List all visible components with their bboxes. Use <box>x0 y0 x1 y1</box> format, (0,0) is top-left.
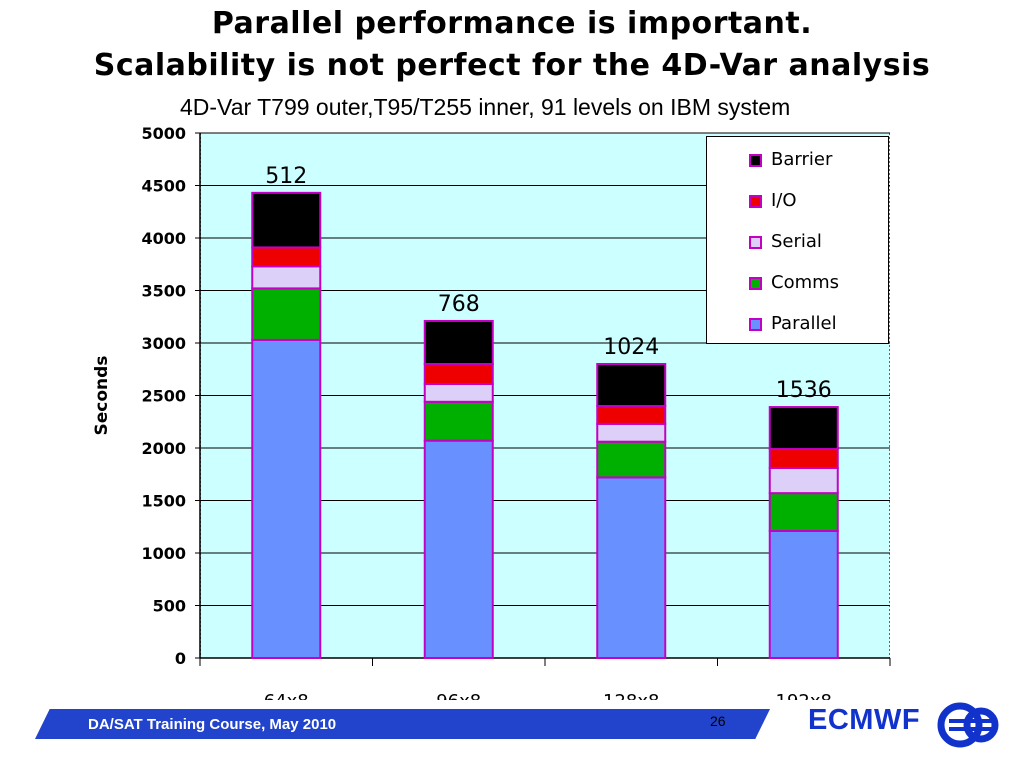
footer-course-text: DA/SAT Training Course, May 2010 <box>88 716 337 733</box>
x-tick-label: 192x8 <box>776 691 832 700</box>
bar-segment-comms <box>768 492 839 532</box>
bar-segment-io <box>423 363 494 385</box>
bar-segment-serial <box>768 466 839 495</box>
bar-segment-io <box>251 246 322 268</box>
x-tick-label: 64x8 <box>264 691 309 700</box>
bar-total-label: 1536 <box>776 378 832 403</box>
y-tick-label: 1500 <box>141 492 186 511</box>
bar-segment-serial <box>423 382 494 403</box>
y-tick-label: 3000 <box>141 334 186 353</box>
bar-segment-serial <box>596 422 667 443</box>
bar-segment-barrier <box>768 406 839 451</box>
page-number: 26 <box>710 713 726 729</box>
ecmwf-logo-icon <box>937 702 999 748</box>
bar-segment-comms <box>251 287 322 341</box>
bar-segment-parallel <box>768 529 839 660</box>
bar-segment-parallel <box>423 439 494 659</box>
ecmwf-logo-text: ECMWF <box>808 704 921 736</box>
bar-total-label: 768 <box>438 292 480 317</box>
y-tick-label: 500 <box>153 597 186 616</box>
legend-label: Parallel <box>771 313 837 334</box>
slide-title-line2: Scalability is not perfect for the 4D-Va… <box>93 48 931 83</box>
slide-title-line1: Parallel performance is important. <box>211 6 813 41</box>
x-tick-label: 128x8 <box>603 691 659 700</box>
bar-segment-serial <box>251 265 322 290</box>
y-tick-label: 4500 <box>141 177 186 196</box>
legend-swatch <box>749 318 762 331</box>
legend-label: I/O <box>771 190 797 211</box>
y-tick-label: 2500 <box>141 387 186 406</box>
legend-label: Comms <box>771 272 840 293</box>
y-tick-label: 5000 <box>141 124 186 143</box>
y-tick-label: 3500 <box>141 282 186 301</box>
bar-segment-barrier <box>251 191 322 249</box>
legend-label: Barrier <box>771 149 833 170</box>
y-tick-label: 1000 <box>141 544 186 563</box>
bar-total-label: 1024 <box>603 335 659 360</box>
legend-label: Serial <box>771 231 822 252</box>
bar-segment-parallel <box>251 338 322 659</box>
bar-segment-parallel <box>596 476 667 659</box>
legend-swatch <box>749 277 762 290</box>
y-tick-label: 2000 <box>141 439 186 458</box>
chart-legend: Barrier I/O Serial Comms Parallel <box>706 136 889 344</box>
bar-segment-io <box>596 405 667 425</box>
y-tick-label: 4000 <box>141 229 186 248</box>
footer-bar <box>35 709 770 739</box>
y-axis-label: Seconds <box>92 356 112 436</box>
y-tick-label: 0 <box>175 649 186 668</box>
legend-swatch <box>749 195 762 208</box>
bar-segment-comms <box>423 400 494 442</box>
legend-swatch <box>749 236 762 249</box>
bar-total-label: 512 <box>265 164 307 189</box>
bar-segment-comms <box>596 440 667 479</box>
bar-segment-barrier <box>596 363 667 407</box>
bar-segment-io <box>768 448 839 469</box>
bar-segment-barrier <box>423 319 494 366</box>
stacked-bar-chart: 0 500 1000 1500 2000 2500 3000 3500 4000 4500 5000… <box>92 124 891 700</box>
legend-swatch <box>749 154 762 167</box>
chart-subtitle: 4D-Var T799 outer,T95/T255 inner, 91 lev… <box>180 94 791 120</box>
x-tick-label: 96x8 <box>436 691 481 700</box>
